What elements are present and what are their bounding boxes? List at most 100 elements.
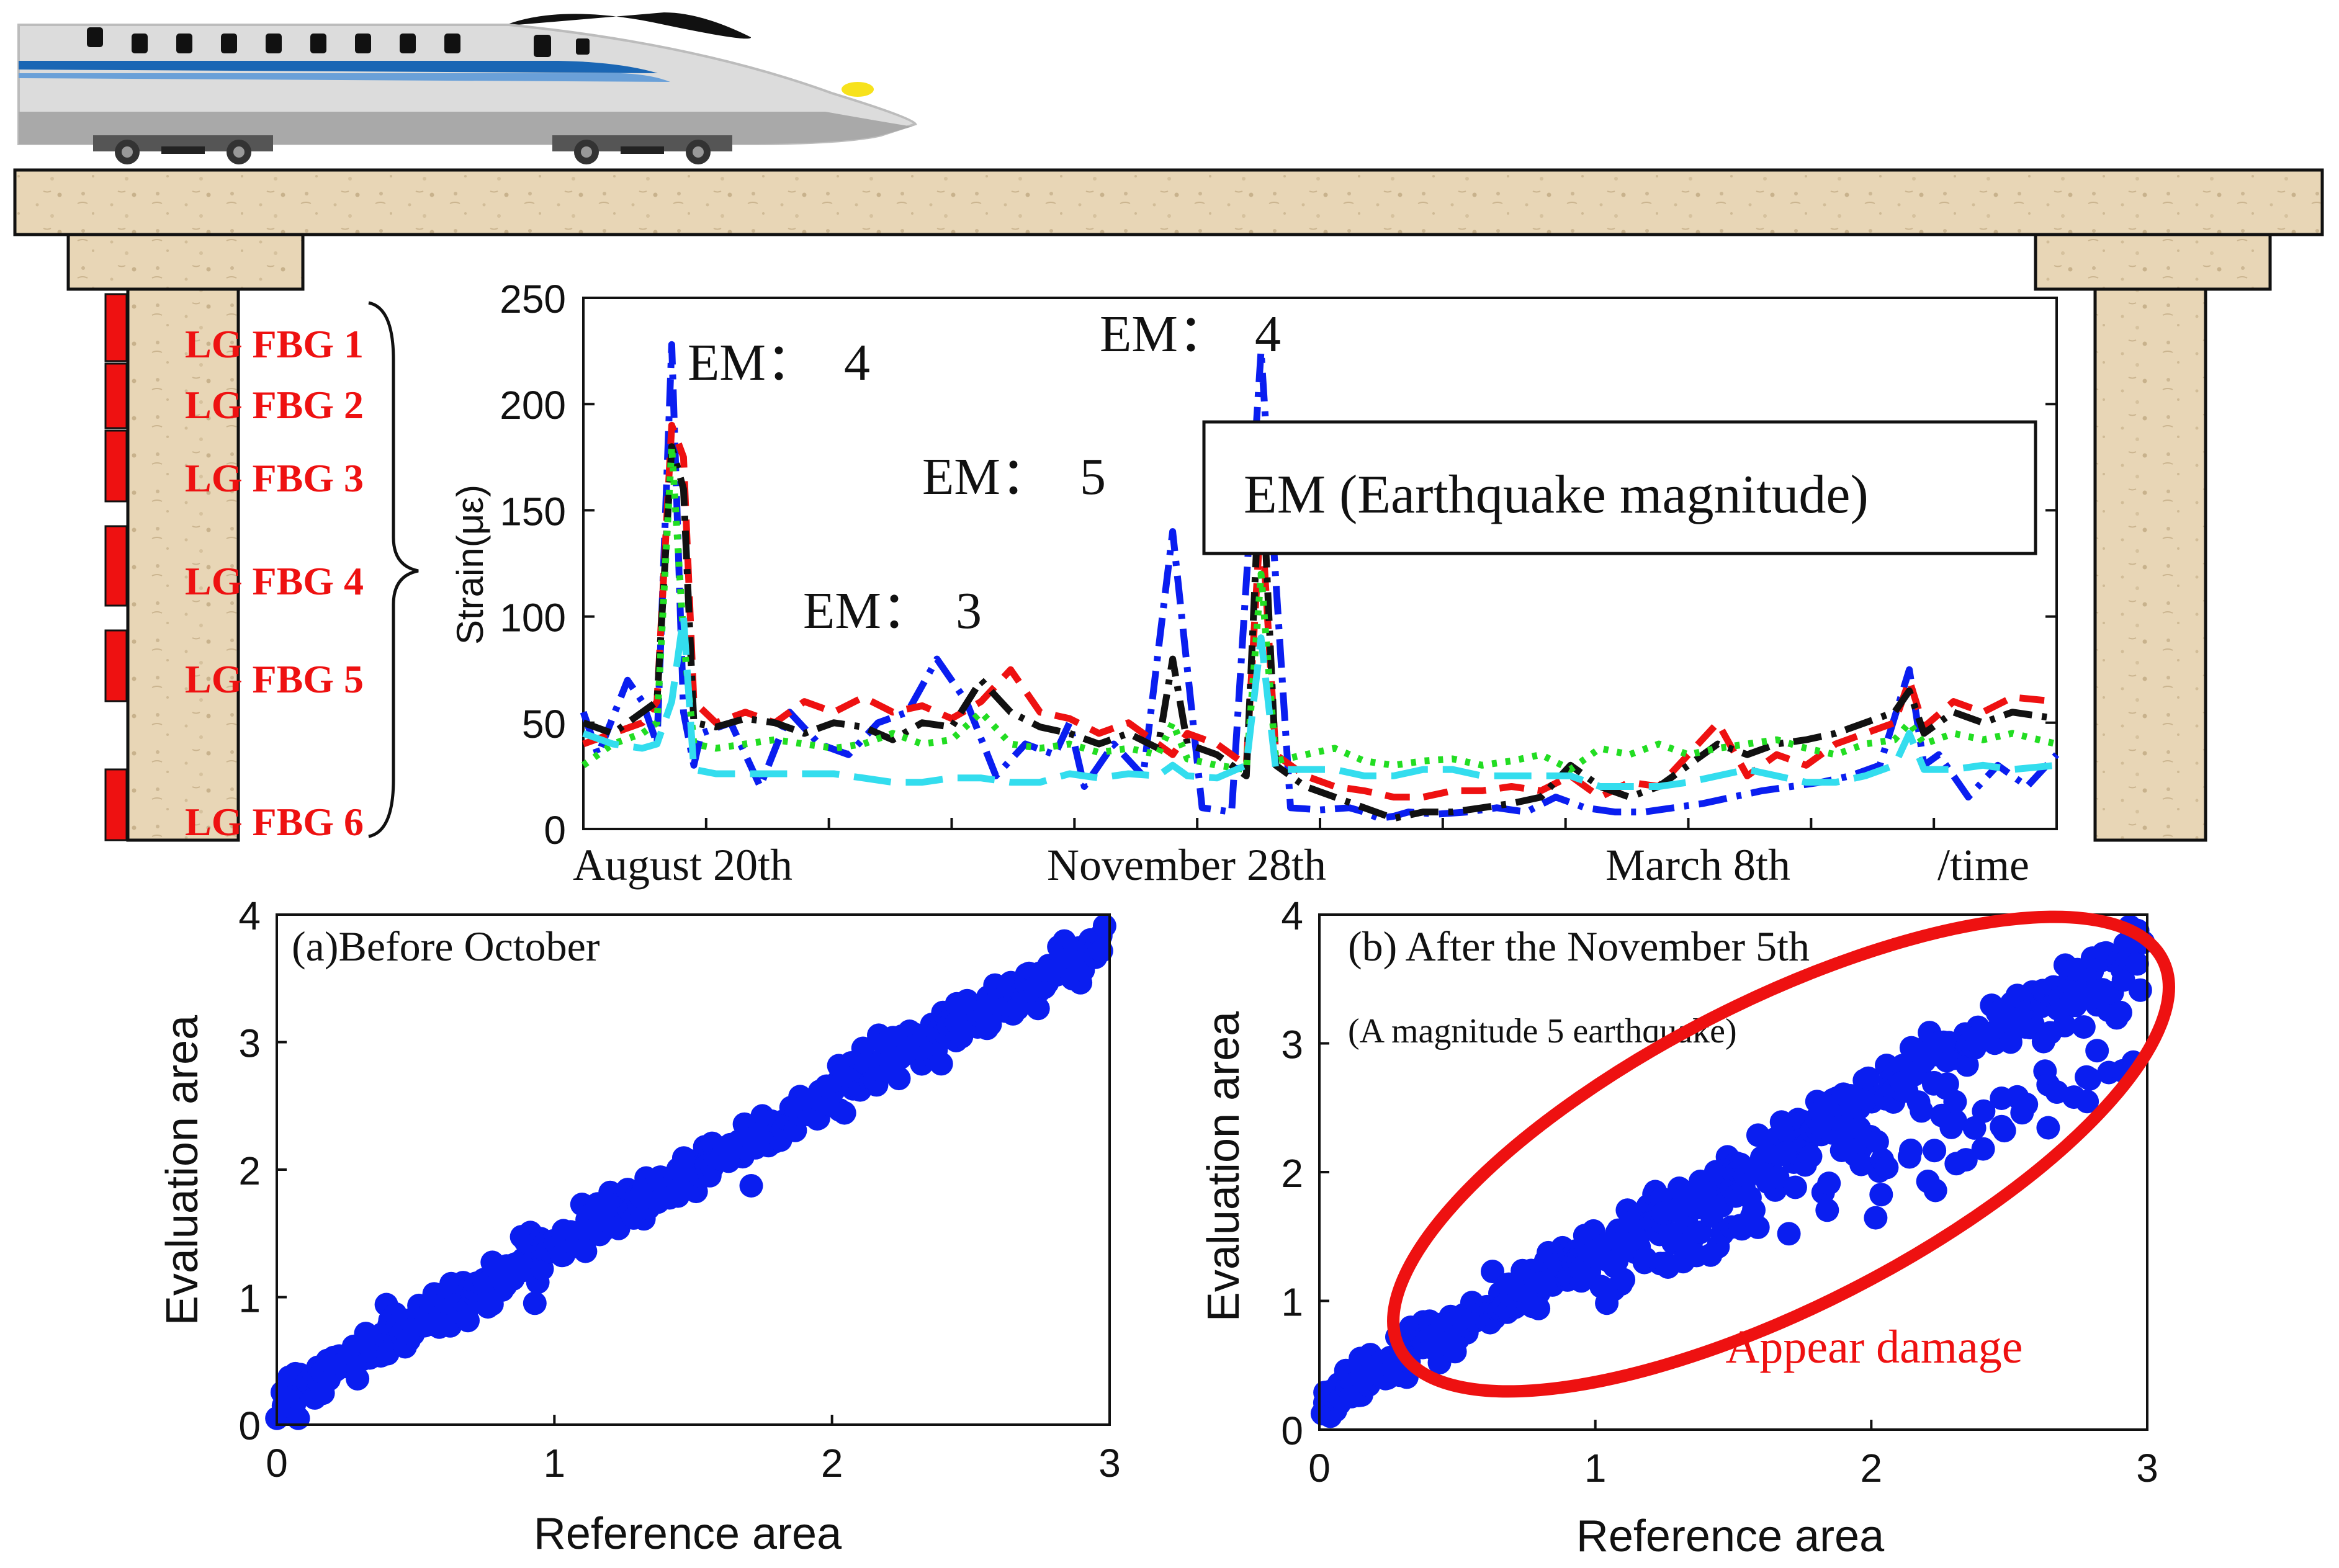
scatter-b-point — [1605, 1249, 1629, 1273]
scatter-a-xtick-label: 2 — [821, 1441, 843, 1485]
damage-ellipse — [1387, 910, 2175, 1398]
train-headlight — [842, 82, 874, 97]
scatter-a-point — [978, 1012, 1002, 1036]
annotation-em-4-august: EM： 4 — [688, 334, 870, 392]
strain-legend-text: EM (Earthquake magnitude) — [1244, 465, 1869, 525]
scatter-b-ytick-label: 3 — [1281, 1023, 1303, 1067]
sensor-label-5: LG FBG 5 — [185, 657, 364, 701]
strain-series-1 — [580, 341, 2060, 822]
scatter-b-point — [2052, 1013, 2076, 1037]
scatter-b-point — [1910, 1099, 1934, 1123]
scatter-b-point — [1869, 1183, 1893, 1207]
scatter-b-xlabel: Reference area — [1576, 1512, 1885, 1561]
scatter-b-point — [2078, 1067, 2102, 1091]
sensor-label-1: LG FBG 1 — [185, 322, 364, 366]
bridge-deck — [13, 168, 2324, 236]
scatter-a-ylabel: Evaluation area — [158, 1015, 207, 1325]
scatter-b-point — [2108, 1000, 2132, 1024]
scatter-b-point — [1815, 1198, 1839, 1222]
scatter-a-ytick-label: 2 — [238, 1149, 261, 1193]
train-windows — [87, 27, 590, 57]
train-nose — [503, 12, 752, 39]
scatter-b-point — [1971, 1137, 1995, 1161]
scatter-b-point — [1972, 1099, 1996, 1123]
scatter-a-point — [1026, 997, 1050, 1021]
scatter-b-point — [1864, 1206, 1888, 1230]
scatter-b-point — [1766, 1165, 1790, 1189]
annotation-em-value: 4 — [844, 334, 870, 392]
strain-ytick-label: 50 — [522, 702, 566, 746]
strain-x-ticks — [582, 818, 1936, 829]
scatter-b-point — [1935, 1072, 1959, 1096]
sensor-array: LG FBG 1 LG FBG 2 LG FBG 3 LG FBG 4 LG F… — [104, 293, 419, 844]
annotation-em-prefix: EM： — [922, 448, 1053, 506]
scatter-a-point — [1089, 939, 1113, 963]
scatter-b-point — [1612, 1268, 1636, 1292]
annotation-em-prefix: EM： — [1100, 305, 1230, 363]
sensor-brace — [368, 301, 419, 838]
strain-ytick-label: 150 — [500, 489, 566, 534]
train-bogie-rear — [552, 135, 732, 164]
scatter-b-xtick-label: 1 — [1584, 1446, 1607, 1490]
scatter-b-point — [1798, 1144, 1823, 1168]
strain-xtick-label-1: November 28th — [1047, 840, 1326, 890]
scatter-b-point — [2036, 1116, 2060, 1140]
sensor-strip-3 — [104, 429, 128, 503]
scatter-b-points — [1310, 915, 2155, 1428]
scatter-b-point — [1746, 1215, 1770, 1239]
scatter-a-point — [1092, 914, 1116, 938]
strain-ytick-label: 100 — [500, 596, 566, 640]
scatter-b-xtick-label: 3 — [2136, 1446, 2158, 1490]
pier-cap-right — [2034, 233, 2272, 291]
annotation-em-value: 4 — [1255, 305, 1281, 363]
scatter-a-points — [265, 914, 1116, 1430]
scatter-a-chart: 0 1 2 3 0 1 2 3 4 (a)Before October Reference ar… — [158, 894, 1121, 1559]
scatter-a-point — [286, 1406, 310, 1430]
scatter-a-point — [739, 1174, 763, 1198]
annotation-em-value: 5 — [1080, 448, 1106, 506]
scatter-a-xtick-label: 1 — [544, 1441, 566, 1485]
scatter-a-ytick-label: 4 — [238, 894, 261, 938]
strain-ytick-label: 200 — [500, 383, 566, 428]
strain-ylabel: Strain(με) — [449, 485, 491, 645]
scatter-a-point — [346, 1367, 370, 1391]
scatter-b-point — [1777, 1222, 1801, 1246]
strain-ytick-label: 250 — [500, 277, 566, 321]
scatter-b-point — [1998, 1030, 2022, 1054]
scatter-b-point — [2085, 1039, 2109, 1063]
scatter-b-point — [1954, 1148, 1978, 1172]
scatter-b-point — [2014, 1092, 2039, 1116]
sensor-strip-2 — [104, 362, 128, 429]
train-illustration — [17, 12, 917, 164]
scatter-b-point — [1783, 1175, 1807, 1199]
scatter-b-point — [1923, 1178, 1947, 1203]
annotation-em-3: EM： 3 — [803, 582, 982, 640]
scatter-a-title: (a)Before October — [292, 923, 600, 970]
train-stripe-light — [19, 73, 670, 82]
scatter-a-point — [832, 1101, 856, 1125]
scatter-b-point — [1856, 1066, 1880, 1090]
pier-column-left — [126, 287, 240, 842]
strain-xtick-label-0: August 20th — [573, 840, 792, 890]
strain-ytick-label: 0 — [544, 808, 566, 853]
scatter-a-point — [523, 1291, 547, 1315]
scatter-a-ticks: 0 1 2 3 0 1 2 3 4 — [238, 894, 1120, 1485]
sensor-strip-5 — [104, 629, 128, 702]
scatter-b-xtick-label: 0 — [1308, 1446, 1331, 1490]
scatter-a-ytick-label: 3 — [238, 1021, 261, 1066]
sensor-label-4: LG FBG 4 — [185, 559, 364, 603]
strain-xtick-label-3: /time — [1937, 840, 2029, 890]
strain-legend: EM (Earthquake magnitude) — [1202, 420, 2037, 555]
scatter-a-ytick-label: 1 — [238, 1276, 261, 1321]
annotation-em-4-november: EM： 4 — [1100, 305, 1281, 363]
scatter-b-title: (b) After the November 5th — [1348, 923, 1810, 970]
scatter-b-point — [2072, 1015, 2096, 1039]
scatter-b-point — [1849, 1152, 1874, 1176]
pier-column-right — [2093, 287, 2207, 842]
sensor-label-3: LG FBG 3 — [185, 456, 364, 500]
scatter-b-xtick-label: 2 — [1861, 1446, 1883, 1490]
strain-chart: 0 50 100 150 200 250 Strain(με) August 20th N… — [449, 277, 2060, 890]
scatter-b-point — [1865, 1130, 1889, 1154]
